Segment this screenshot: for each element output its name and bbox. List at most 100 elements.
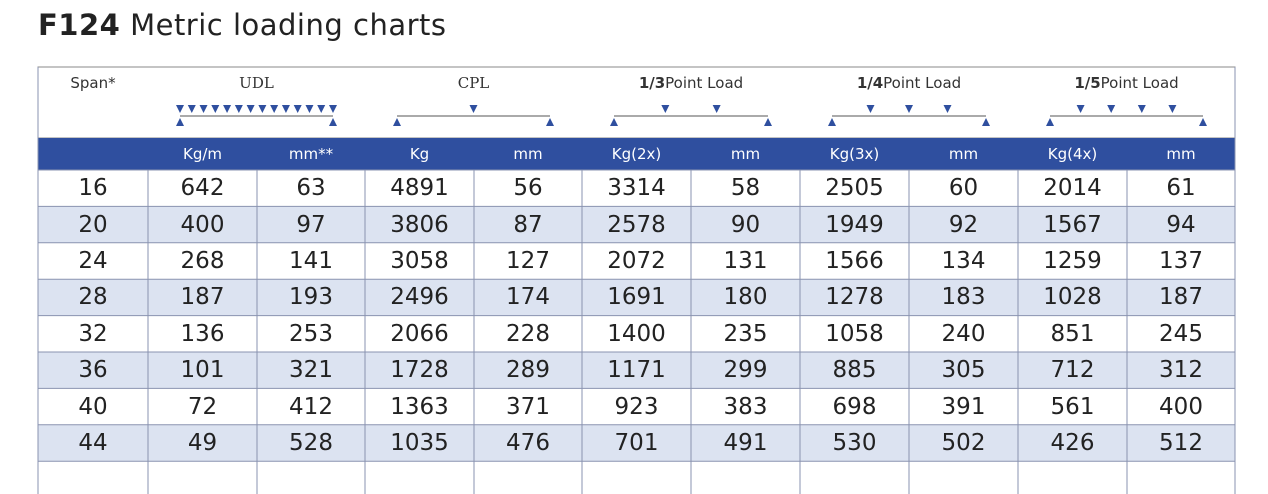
unit-header: Kg(2x) <box>611 145 662 163</box>
cell-value: 3058 <box>390 247 449 274</box>
unit-header: Kg <box>409 145 430 163</box>
cell-value: 180 <box>723 284 768 311</box>
cell-value: 183 <box>941 284 986 311</box>
load-fraction: 1/5 <box>1074 74 1101 92</box>
cell-value: 1363 <box>390 393 449 420</box>
load-arrow <box>610 118 618 126</box>
row-bg <box>38 279 1235 316</box>
cell-value: 49 <box>187 429 218 456</box>
cell-value: 712 <box>1050 357 1095 384</box>
load-arrow <box>176 105 184 113</box>
load-arrow <box>329 118 337 126</box>
cell-value: 2014 <box>1043 175 1102 202</box>
load-arrow <box>905 105 913 113</box>
title-code: F124 <box>38 8 121 42</box>
cell-value: 253 <box>289 320 333 347</box>
cell-value: 240 <box>941 320 986 347</box>
unit-header: mm <box>730 145 761 163</box>
load-arrow <box>293 105 302 113</box>
cell-value: 371 <box>506 393 550 420</box>
cell-value: 228 <box>506 320 550 347</box>
cell-value: 58 <box>730 175 761 202</box>
cell-value: 136 <box>180 320 225 347</box>
load-arrow <box>1046 118 1054 126</box>
cell-value: 2578 <box>607 211 666 238</box>
load-arrow <box>223 105 232 113</box>
cell-value: 530 <box>832 429 877 456</box>
unit-header: mm** <box>288 145 334 163</box>
group-text: CPL <box>457 74 490 92</box>
cell-value: 321 <box>289 357 333 384</box>
load-arrow <box>317 105 326 113</box>
cell-value: 1035 <box>390 429 449 456</box>
group-header: 1/4 Point Load <box>800 71 1018 95</box>
cell-value: 923 <box>614 393 659 420</box>
cell-value: 299 <box>723 357 768 384</box>
unit-header: Kg/m <box>182 145 223 163</box>
cell-value: 1567 <box>1043 211 1102 238</box>
cell-value: 60 <box>948 175 979 202</box>
cell-value: 2496 <box>390 284 449 311</box>
load-arrow <box>1168 105 1177 113</box>
cell-value: 512 <box>1159 429 1203 456</box>
cell-value: 476 <box>506 429 550 456</box>
cell-value: 92 <box>948 211 979 238</box>
load-arrow <box>211 105 220 113</box>
cell-value: 268 <box>180 247 225 274</box>
cell-value: 1278 <box>825 284 884 311</box>
cell-value: 1171 <box>607 357 666 384</box>
group-header: CPL <box>365 71 582 95</box>
cell-value: 1728 <box>390 357 449 384</box>
load-arrow <box>1137 105 1146 113</box>
load-fraction: 1/4 <box>856 74 884 92</box>
group-text: Point Load <box>883 74 962 92</box>
load-arrow <box>258 105 267 113</box>
cell-value: 502 <box>941 429 986 456</box>
cell-value: 3806 <box>390 211 449 238</box>
load-arrow <box>866 105 875 113</box>
unit-header: mm <box>513 145 543 163</box>
group-header: UDL <box>148 71 365 95</box>
cell-value: 851 <box>1050 320 1095 347</box>
cell-value: 1259 <box>1043 247 1102 274</box>
load-arrow <box>199 105 208 113</box>
group-header: 1/3 Point Load <box>582 71 800 95</box>
cell-value: 1400 <box>607 320 666 347</box>
cell-value: 24 <box>78 247 108 274</box>
cell-value: 44 <box>78 429 108 456</box>
load-arrow <box>187 105 196 113</box>
cell-value: 491 <box>723 429 768 456</box>
cell-value: 235 <box>723 320 768 347</box>
load-fraction: 1/3 <box>638 74 666 92</box>
load-arrow <box>1107 105 1116 113</box>
cell-value: 1949 <box>825 211 884 238</box>
load-arrow <box>828 118 836 126</box>
cell-value: 1566 <box>825 247 884 274</box>
cell-value: 187 <box>180 284 225 311</box>
load-arrow <box>393 118 401 126</box>
cell-value: 36 <box>78 357 108 384</box>
load-arrow <box>712 105 721 113</box>
cell-value: 187 <box>1159 284 1203 311</box>
load-arrow <box>329 105 337 113</box>
load-arrow <box>469 105 478 113</box>
cell-value: 97 <box>296 211 326 238</box>
load-arrow <box>281 105 290 113</box>
load-arrow <box>1199 118 1207 126</box>
cell-value: 426 <box>1050 429 1095 456</box>
cell-value: 1058 <box>825 320 884 347</box>
cell-value: 56 <box>513 175 543 202</box>
cell-value: 312 <box>1159 357 1203 384</box>
cell-value: 3314 <box>607 175 666 202</box>
cell-value: 90 <box>730 211 761 238</box>
cell-value: 885 <box>832 357 877 384</box>
cell-value: 141 <box>289 247 333 274</box>
group-text: Span* <box>70 74 116 92</box>
cell-value: 193 <box>289 284 333 311</box>
cell-value: 28 <box>78 284 108 311</box>
cell-value: 4891 <box>390 175 449 202</box>
cell-value: 400 <box>1159 393 1203 420</box>
cell-value: 127 <box>506 247 550 274</box>
row-bg <box>38 242 1235 280</box>
